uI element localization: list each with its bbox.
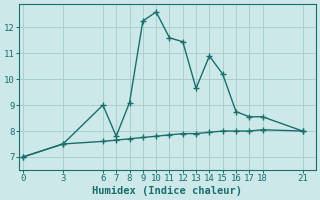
X-axis label: Humidex (Indice chaleur): Humidex (Indice chaleur)	[92, 186, 243, 196]
